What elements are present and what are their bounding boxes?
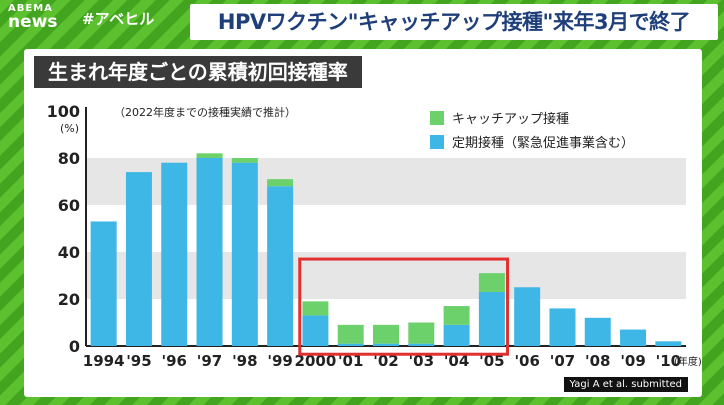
bar-catchup-10: [443, 306, 470, 325]
bar-catchup-5: [267, 179, 294, 187]
x-tick-label: '95: [126, 352, 151, 370]
program-hashtag: #アベヒル: [82, 10, 155, 28]
y-tick-label: 0: [69, 337, 80, 356]
legend-label-regular: 定期接種（緊急促進事業含む）: [452, 135, 634, 151]
x-tick-label: '02: [373, 352, 398, 370]
bar-regular-6: [302, 315, 329, 346]
x-axis-unit: (年度): [674, 355, 702, 368]
bar-catchup-11: [478, 273, 505, 292]
bar-catchup-9: [408, 322, 435, 344]
x-tick-label: '05: [479, 352, 504, 370]
bar-regular-14: [584, 317, 611, 346]
y-tick-label: 20: [58, 290, 80, 309]
bar-catchup-8: [373, 324, 399, 344]
y-tick-label: 40: [58, 243, 80, 262]
bar-catchup-7: [337, 324, 364, 344]
x-tick-label: '96: [162, 352, 187, 370]
x-tick-label: '09: [620, 352, 645, 370]
x-tick-label: '99: [267, 352, 292, 370]
source-credit: Yagi A et al. submitted: [563, 377, 688, 392]
bar-regular-15: [620, 329, 647, 346]
x-tick-label: '08: [585, 352, 610, 370]
x-tick-label: 1994: [83, 352, 125, 370]
bar-regular-7: [337, 343, 364, 346]
highlight-box: [298, 257, 510, 356]
x-tick-label: '01: [338, 352, 363, 370]
bar-catchup-4: [231, 158, 258, 163]
y-tick-label: 100: [47, 102, 80, 121]
news-headline: HPVワクチン"キャッチアップ接種"来年3月で終了: [190, 4, 718, 40]
bar-regular-11: [478, 291, 505, 346]
x-tick-label: '07: [550, 352, 575, 370]
bar-regular-12: [514, 287, 541, 346]
y-tick-label: 60: [58, 196, 80, 215]
bar-regular-10: [443, 324, 470, 346]
stacked-bar-chart: 0 20 40 60 80 100(%) （2022年度までの接種実績で推計） 1994'95…: [47, 102, 702, 370]
bar-regular-5: [267, 186, 294, 346]
abema-news-logo: ABEMA news: [8, 3, 78, 37]
bar-catchup-6: [302, 301, 329, 316]
bar-regular-8: [373, 343, 399, 346]
bar-regular-16: [655, 341, 682, 346]
bar-regular-2: [161, 162, 188, 346]
x-tick-label: '10: [656, 352, 681, 370]
chart-subtitle: （2022年度までの接種実績で推計）: [114, 105, 296, 119]
y-axis-unit: (%): [60, 122, 79, 135]
x-tick-label: '97: [197, 352, 222, 370]
logo-top-text: ABEMA: [8, 3, 53, 14]
bar-regular-0: [90, 221, 117, 346]
chart-card: 0 20 40 60 80 100 (%) （2022年度までの接種実績で推計） 1994'95…: [24, 49, 702, 397]
bar-regular-3: [196, 158, 223, 346]
bar-regular-1: [125, 172, 152, 346]
x-tick-label: 2000: [295, 352, 337, 370]
x-tick-label: '03: [409, 352, 434, 370]
y-tick-label: 80: [58, 149, 80, 168]
x-tick-label: '04: [444, 352, 469, 370]
x-tick-label: '06: [514, 352, 539, 370]
bar-catchup-3: [196, 153, 223, 158]
legend-swatch-regular: [430, 135, 444, 149]
bar-regular-4: [231, 162, 258, 346]
bar-regular-13: [549, 308, 576, 346]
legend-label-catchup: キャッチアップ接種: [452, 111, 569, 127]
legend-swatch-catchup: [430, 111, 444, 125]
chart-title: 生まれ年度ごとの累積初回接種率: [34, 56, 362, 88]
x-tick-label: '98: [232, 352, 257, 370]
logo-bottom-text: news: [8, 12, 58, 32]
bar-regular-9: [408, 343, 435, 346]
